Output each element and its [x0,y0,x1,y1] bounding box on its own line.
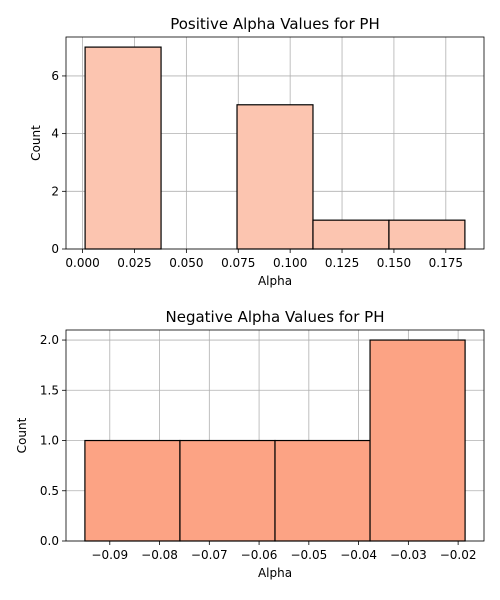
histogram-bar [84,46,162,250]
y-tick-label: 1.0 [40,434,59,448]
x-tick-label: 0.175 [429,256,463,270]
x-tick-label: 0.100 [273,256,307,270]
y-tick-label: 2.0 [40,333,59,347]
histogram-bar [369,339,466,542]
x-axis-label: Alpha [258,566,292,580]
y-tick-label: 6 [51,69,59,83]
x-tick-label: −0.07 [191,548,228,562]
histogram-bar [312,219,390,250]
y-tick-label: 4 [51,127,59,141]
x-tick-label: −0.09 [91,548,128,562]
x-tick-label: −0.05 [290,548,327,562]
chart-title: Negative Alpha Values for PH [166,308,385,326]
x-tick-label: 0.150 [377,256,411,270]
plot-frame [65,329,485,542]
x-tick-label: −0.03 [390,548,427,562]
y-axis-label: Count [15,417,29,453]
y-tick-label: 0.5 [40,484,59,498]
x-axis-label: Alpha [258,274,292,288]
x-tick-label: −0.08 [141,548,178,562]
x-tick-label: 0.025 [117,256,151,270]
histogram-bar [388,219,466,250]
negative-alpha-histogram: −0.09 −0.08 −0.07 −0.06 −0.05 −0.04 −0.03 −0.02… [15,308,485,580]
x-tick-label: −0.02 [440,548,477,562]
y-tick-label: 1.5 [40,383,59,397]
x-tick-label: 0.125 [325,256,359,270]
x-tick-label: −0.04 [340,548,377,562]
plot-frame [65,36,485,250]
y-tick-label: 0.0 [40,534,59,548]
histogram-bar [274,439,371,542]
histogram-bar [236,104,314,250]
x-tick-label: 0.050 [169,256,203,270]
histogram-bar [84,439,181,542]
y-tick-label: 2 [51,184,59,198]
y-tick-label: 0 [51,242,59,256]
x-tick-label: 0.000 [65,256,99,270]
y-axis-label: Count [29,125,43,161]
x-tick-label: −0.06 [241,548,278,562]
histogram-bar [179,439,276,542]
x-tick-label: 0.075 [221,256,255,270]
chart-title: Positive Alpha Values for PH [170,15,380,33]
positive-alpha-histogram: 0.000 0.025 0.050 0.075 0.100 0.125 0.150 0.175… [29,15,485,288]
